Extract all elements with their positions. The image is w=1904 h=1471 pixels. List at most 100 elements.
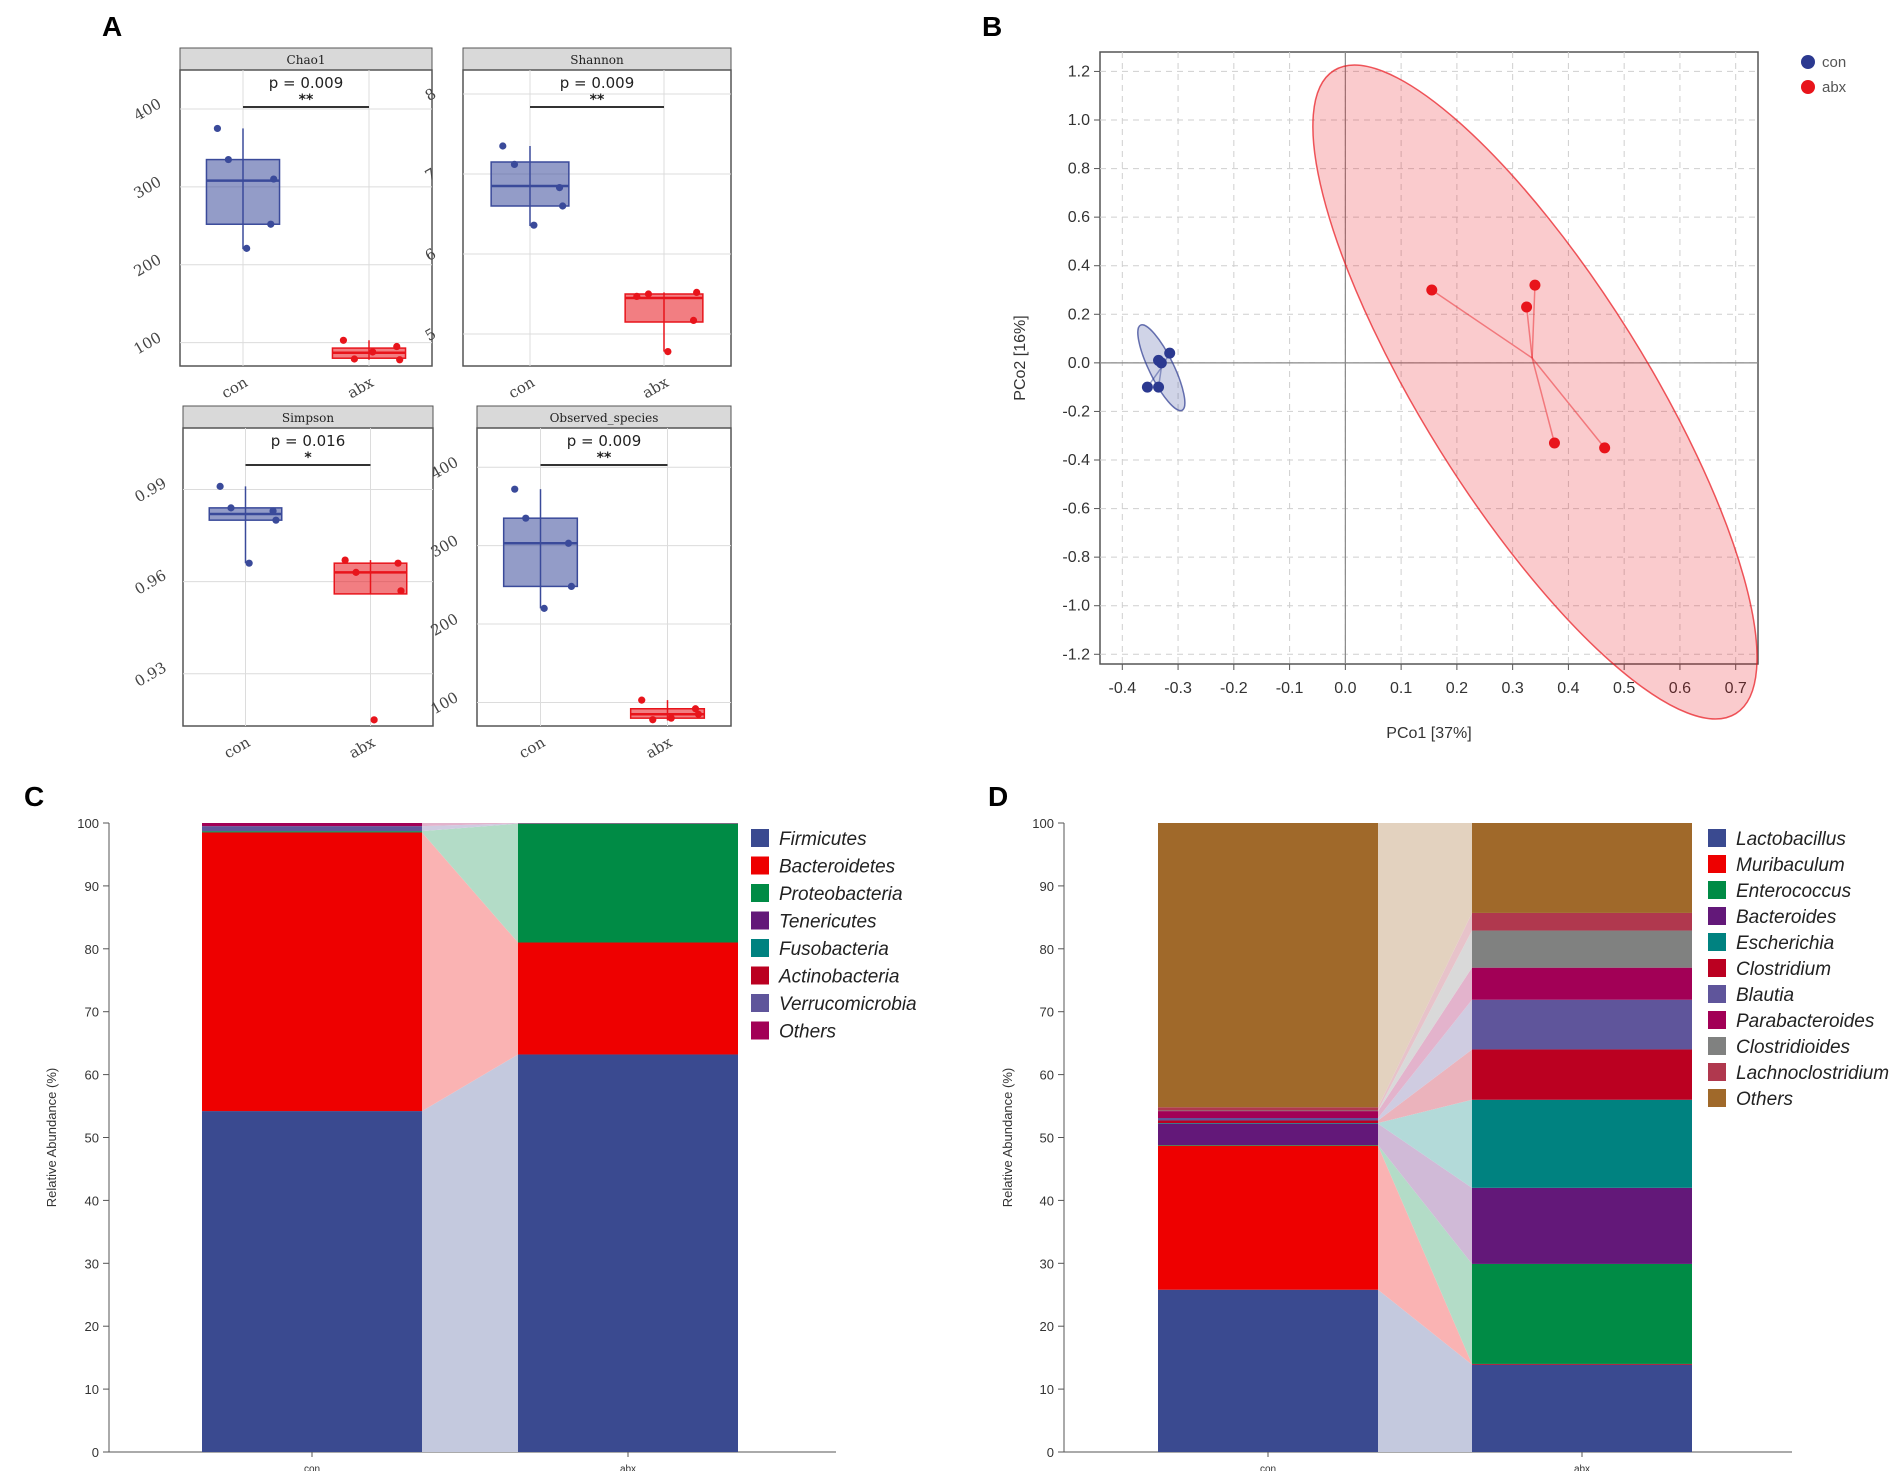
legend-swatch-muribaculum bbox=[1708, 855, 1726, 873]
legend-label-clostridium: Clostridium bbox=[1736, 959, 1831, 980]
legend-label-blautia: Blautia bbox=[1736, 985, 1794, 1006]
bar-segment-abx-bacteroides bbox=[1472, 1187, 1692, 1264]
bar-segment-con-bacteroides bbox=[1158, 1123, 1378, 1146]
flow-band-muribaculum bbox=[1378, 1145, 1472, 1365]
y-tick-label: 20 bbox=[1040, 1319, 1054, 1334]
legend-swatch-fusobacteria bbox=[751, 939, 769, 957]
significance-stars: * bbox=[304, 450, 312, 466]
flow-band-bacteroides bbox=[1378, 1123, 1472, 1264]
x-tick-label: -0.1 bbox=[1276, 680, 1304, 697]
y-axis-label: Relative Abundance (%) bbox=[1000, 1068, 1015, 1207]
data-point-abx bbox=[370, 716, 378, 724]
legend-label-clostridioides: Clostridioides bbox=[1736, 1037, 1851, 1058]
legend-swatch-actinobacteria bbox=[751, 966, 769, 985]
bar-segment-con-enterococcus bbox=[1158, 1145, 1378, 1146]
data-point-con bbox=[499, 142, 507, 150]
box-abx bbox=[333, 562, 408, 595]
y-tick-label: 0 bbox=[92, 1445, 99, 1460]
flow-band-lactobacillus bbox=[1378, 1289, 1472, 1452]
legend-swatch-lactobacillus bbox=[1708, 829, 1726, 847]
data-point-con bbox=[564, 539, 573, 547]
legend-label-proteobacteria: Proteobacteria bbox=[779, 884, 903, 905]
data-point-con bbox=[555, 184, 564, 192]
bar-segment-con-proteobacteria bbox=[202, 831, 422, 833]
x-tick-label: -0.4 bbox=[1109, 680, 1137, 697]
legend-label-verrucomicrobia: Verrucomicrobia bbox=[779, 994, 917, 1015]
data-point-con bbox=[227, 504, 235, 512]
x-tick-label: 0.0 bbox=[1334, 680, 1356, 697]
y-tick-label: 30 bbox=[1040, 1256, 1054, 1271]
box-con bbox=[205, 158, 281, 225]
legend-label-others: Others bbox=[1736, 1089, 1794, 1110]
data-point-con bbox=[270, 175, 278, 183]
flow-band-blautia bbox=[1378, 999, 1472, 1121]
data-point-con bbox=[559, 202, 567, 210]
data-point-abx bbox=[664, 348, 672, 356]
y-tick-label: 90 bbox=[85, 879, 99, 894]
data-point-abx bbox=[339, 336, 348, 344]
legend-swatch-bacteroidetes bbox=[751, 856, 769, 875]
y-tick-label: 1.2 bbox=[1068, 63, 1090, 80]
y-tick-label: 60 bbox=[1040, 1068, 1054, 1083]
legend-label-bacteroides: Bacteroides bbox=[1736, 907, 1837, 928]
bar-segment-con-lactobacillus bbox=[1158, 1289, 1378, 1452]
data-point-con bbox=[567, 582, 576, 591]
y-tick-label: 0.0 bbox=[1068, 355, 1090, 372]
y-tick-label: 0.6 bbox=[1068, 209, 1090, 226]
data-point-con bbox=[530, 221, 538, 229]
x-tick-label: 0.6 bbox=[1669, 680, 1691, 697]
legend-swatch-verrucomicrobia bbox=[751, 994, 769, 1012]
centroid-spoke-abx bbox=[1531, 357, 1556, 444]
data-point-abx bbox=[633, 292, 641, 300]
data-point-abx bbox=[369, 348, 377, 356]
data-point-abx bbox=[341, 556, 349, 564]
y-tick-label: 50 bbox=[1040, 1131, 1054, 1146]
legend-swatch-others bbox=[1708, 1089, 1726, 1107]
y-tick-label: 200 bbox=[131, 250, 165, 280]
data-point-abx bbox=[397, 587, 405, 595]
x-tick-label: con bbox=[218, 373, 251, 402]
bar-segment-con-lachnoclostridium bbox=[1158, 1107, 1378, 1111]
y-tick-label: 0.8 bbox=[1068, 161, 1090, 178]
flow-band-proteobacteria bbox=[422, 823, 518, 943]
centroid-spoke-abx bbox=[1531, 357, 1606, 449]
flow-band-clostridium bbox=[1378, 1049, 1472, 1124]
data-point-con bbox=[510, 160, 519, 168]
legend-swatch-bacteroides bbox=[1708, 907, 1726, 925]
y-tick-label: 100 bbox=[1032, 816, 1054, 831]
confidence-ellipse-abx bbox=[1312, 64, 1758, 720]
data-point-abx bbox=[649, 716, 657, 724]
bar-segment-abx-clostridioides bbox=[1472, 930, 1692, 968]
y-tick-label: -0.4 bbox=[1062, 452, 1090, 469]
sample-point-con bbox=[1153, 381, 1165, 393]
y-tick-label: 1.0 bbox=[1068, 112, 1090, 129]
y-tick-label: 10 bbox=[85, 1382, 99, 1397]
panel-label-a: A bbox=[102, 11, 122, 42]
data-point-con bbox=[243, 244, 251, 252]
bar-segment-abx-enterococcus bbox=[1472, 1263, 1692, 1364]
x-tick-label: con bbox=[1260, 1464, 1276, 1471]
bar-segment-abx-parabacteroides bbox=[1472, 967, 1692, 1000]
y-tick-label: -1.0 bbox=[1062, 598, 1090, 615]
y-tick-label: 70 bbox=[1040, 1005, 1054, 1020]
y-tick-label: 20 bbox=[85, 1319, 99, 1334]
y-tick-label: 400 bbox=[131, 95, 165, 125]
bar-segment-con-clostridioides bbox=[1158, 1110, 1378, 1112]
data-point-con bbox=[540, 604, 548, 612]
sample-point-abx bbox=[1426, 284, 1438, 296]
legend-marker-con bbox=[1801, 55, 1815, 69]
flow-band-verrucomicrobia bbox=[422, 823, 518, 832]
data-point-abx bbox=[350, 355, 358, 363]
x-tick-label: abx bbox=[346, 733, 379, 762]
y-tick-label: 80 bbox=[1040, 942, 1054, 957]
legend-swatch-clostridioides bbox=[1708, 1037, 1726, 1055]
boxplot-chao1: Chao1 100 200 300 400 con abx p = 0.009** bbox=[131, 47, 433, 402]
y-tick-label: 70 bbox=[85, 1005, 99, 1020]
centroid-spoke-abx bbox=[1525, 306, 1533, 359]
data-point-con bbox=[245, 559, 253, 567]
centroid-spoke-abx bbox=[1531, 285, 1536, 359]
panel-label-c: C bbox=[24, 781, 44, 812]
data-point-con bbox=[216, 482, 224, 490]
genus-stacked-bar-chart: 0 10 20 30 40 50 60 70 80 90 100 Relative Abundance… bbox=[1000, 816, 1889, 1471]
y-axis-label: Relative Abundance (%) bbox=[44, 1068, 59, 1207]
